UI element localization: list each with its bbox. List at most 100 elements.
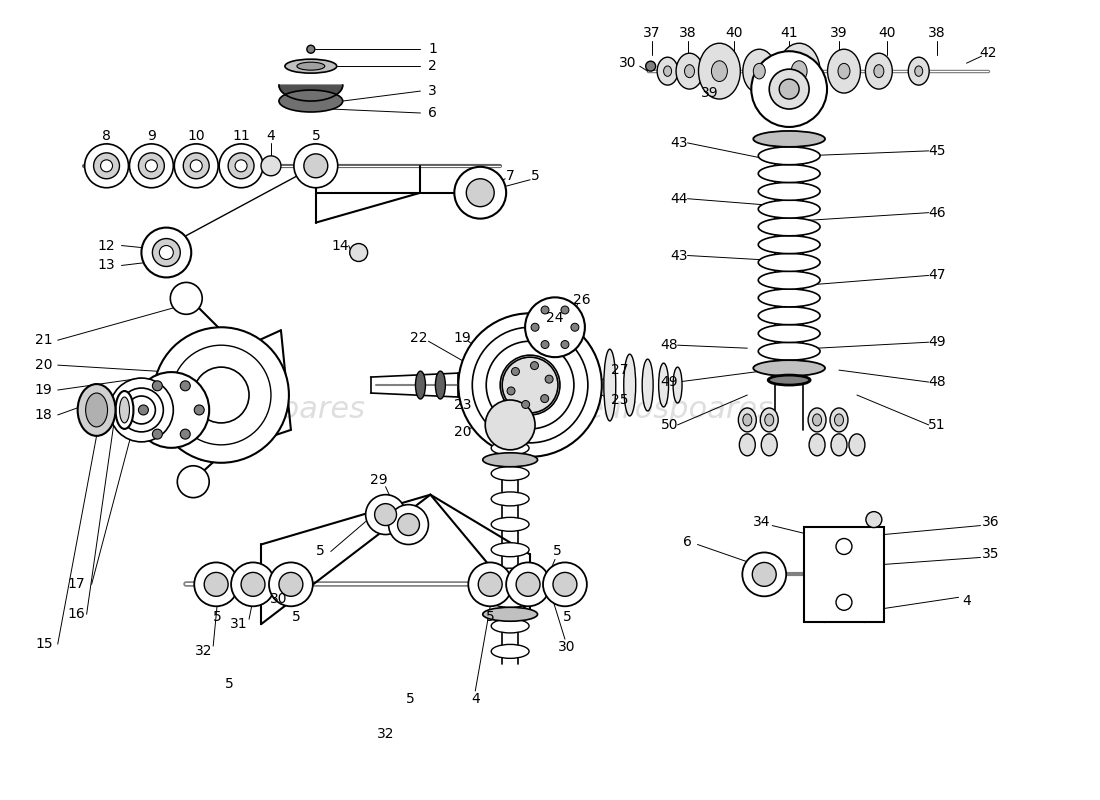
Text: 39: 39 bbox=[830, 26, 848, 40]
Circle shape bbox=[571, 323, 579, 331]
Text: 16: 16 bbox=[68, 607, 86, 622]
Circle shape bbox=[180, 429, 190, 439]
Circle shape bbox=[153, 429, 163, 439]
Circle shape bbox=[128, 396, 155, 424]
Circle shape bbox=[459, 314, 602, 457]
Circle shape bbox=[184, 153, 209, 178]
Circle shape bbox=[231, 562, 275, 606]
Circle shape bbox=[153, 381, 163, 390]
Ellipse shape bbox=[768, 375, 810, 385]
Ellipse shape bbox=[492, 441, 529, 455]
Text: 42: 42 bbox=[980, 46, 998, 60]
Text: 24: 24 bbox=[547, 311, 563, 326]
Text: 43: 43 bbox=[671, 136, 689, 150]
Circle shape bbox=[561, 341, 569, 349]
Text: 10: 10 bbox=[187, 129, 205, 143]
Text: 29: 29 bbox=[370, 473, 387, 486]
Circle shape bbox=[836, 538, 851, 554]
Circle shape bbox=[646, 61, 656, 71]
Ellipse shape bbox=[873, 65, 883, 78]
Text: 6: 6 bbox=[428, 106, 437, 120]
Circle shape bbox=[836, 594, 851, 610]
Circle shape bbox=[472, 327, 587, 443]
Ellipse shape bbox=[676, 54, 703, 89]
Ellipse shape bbox=[761, 434, 778, 456]
Ellipse shape bbox=[813, 414, 822, 426]
Ellipse shape bbox=[915, 66, 923, 76]
Circle shape bbox=[466, 178, 494, 206]
Ellipse shape bbox=[492, 568, 529, 582]
Text: 9: 9 bbox=[147, 129, 156, 143]
Ellipse shape bbox=[642, 359, 653, 411]
Circle shape bbox=[194, 367, 249, 423]
Ellipse shape bbox=[758, 146, 821, 165]
Ellipse shape bbox=[604, 349, 616, 421]
Circle shape bbox=[516, 572, 540, 596]
Text: 34: 34 bbox=[752, 514, 770, 529]
Circle shape bbox=[205, 572, 228, 596]
Circle shape bbox=[294, 144, 338, 188]
Circle shape bbox=[375, 504, 396, 526]
Text: 5: 5 bbox=[292, 610, 300, 624]
Text: 8: 8 bbox=[102, 129, 111, 143]
Text: 4: 4 bbox=[962, 594, 971, 608]
Text: 5: 5 bbox=[530, 169, 539, 182]
Text: 35: 35 bbox=[981, 547, 999, 562]
Circle shape bbox=[85, 144, 129, 188]
Ellipse shape bbox=[849, 434, 865, 456]
Circle shape bbox=[541, 306, 549, 314]
Text: 12: 12 bbox=[98, 238, 116, 253]
Circle shape bbox=[195, 405, 205, 415]
Text: 51: 51 bbox=[927, 418, 946, 432]
Polygon shape bbox=[279, 85, 343, 101]
Ellipse shape bbox=[758, 165, 821, 182]
Text: 48: 48 bbox=[927, 375, 946, 389]
Text: 43: 43 bbox=[671, 249, 689, 262]
Text: 19: 19 bbox=[35, 383, 53, 397]
Ellipse shape bbox=[86, 393, 108, 427]
Text: 36: 36 bbox=[981, 514, 999, 529]
Bar bbox=[804, 527, 883, 622]
Text: 50: 50 bbox=[661, 418, 679, 432]
Ellipse shape bbox=[279, 90, 343, 112]
Circle shape bbox=[469, 562, 513, 606]
Text: eurospoares: eurospoares bbox=[176, 395, 365, 425]
Circle shape bbox=[350, 243, 367, 262]
Ellipse shape bbox=[764, 414, 773, 426]
Text: 5: 5 bbox=[562, 610, 571, 624]
Ellipse shape bbox=[758, 271, 821, 289]
Text: 4: 4 bbox=[266, 129, 275, 143]
Circle shape bbox=[241, 572, 265, 596]
Circle shape bbox=[561, 306, 569, 314]
Circle shape bbox=[120, 388, 163, 432]
Ellipse shape bbox=[492, 542, 529, 557]
Text: 14: 14 bbox=[332, 238, 350, 253]
Ellipse shape bbox=[659, 363, 669, 407]
Circle shape bbox=[195, 562, 238, 606]
Circle shape bbox=[543, 562, 587, 606]
Ellipse shape bbox=[758, 306, 821, 325]
Text: 38: 38 bbox=[679, 26, 696, 40]
Ellipse shape bbox=[758, 182, 821, 200]
Circle shape bbox=[521, 401, 529, 409]
Circle shape bbox=[145, 160, 157, 172]
Ellipse shape bbox=[492, 619, 529, 633]
Circle shape bbox=[110, 378, 174, 442]
Circle shape bbox=[478, 572, 503, 596]
Circle shape bbox=[507, 387, 515, 395]
Text: 21: 21 bbox=[35, 334, 53, 347]
Ellipse shape bbox=[712, 61, 727, 82]
Text: 20: 20 bbox=[453, 425, 471, 439]
Ellipse shape bbox=[835, 414, 844, 426]
Ellipse shape bbox=[492, 594, 529, 607]
Circle shape bbox=[751, 51, 827, 127]
Circle shape bbox=[133, 372, 209, 448]
Ellipse shape bbox=[624, 354, 636, 416]
Ellipse shape bbox=[492, 466, 529, 481]
Ellipse shape bbox=[698, 43, 740, 99]
Circle shape bbox=[485, 400, 535, 450]
Circle shape bbox=[170, 282, 202, 314]
Circle shape bbox=[219, 144, 263, 188]
Circle shape bbox=[304, 154, 328, 178]
Text: 5: 5 bbox=[317, 545, 326, 558]
